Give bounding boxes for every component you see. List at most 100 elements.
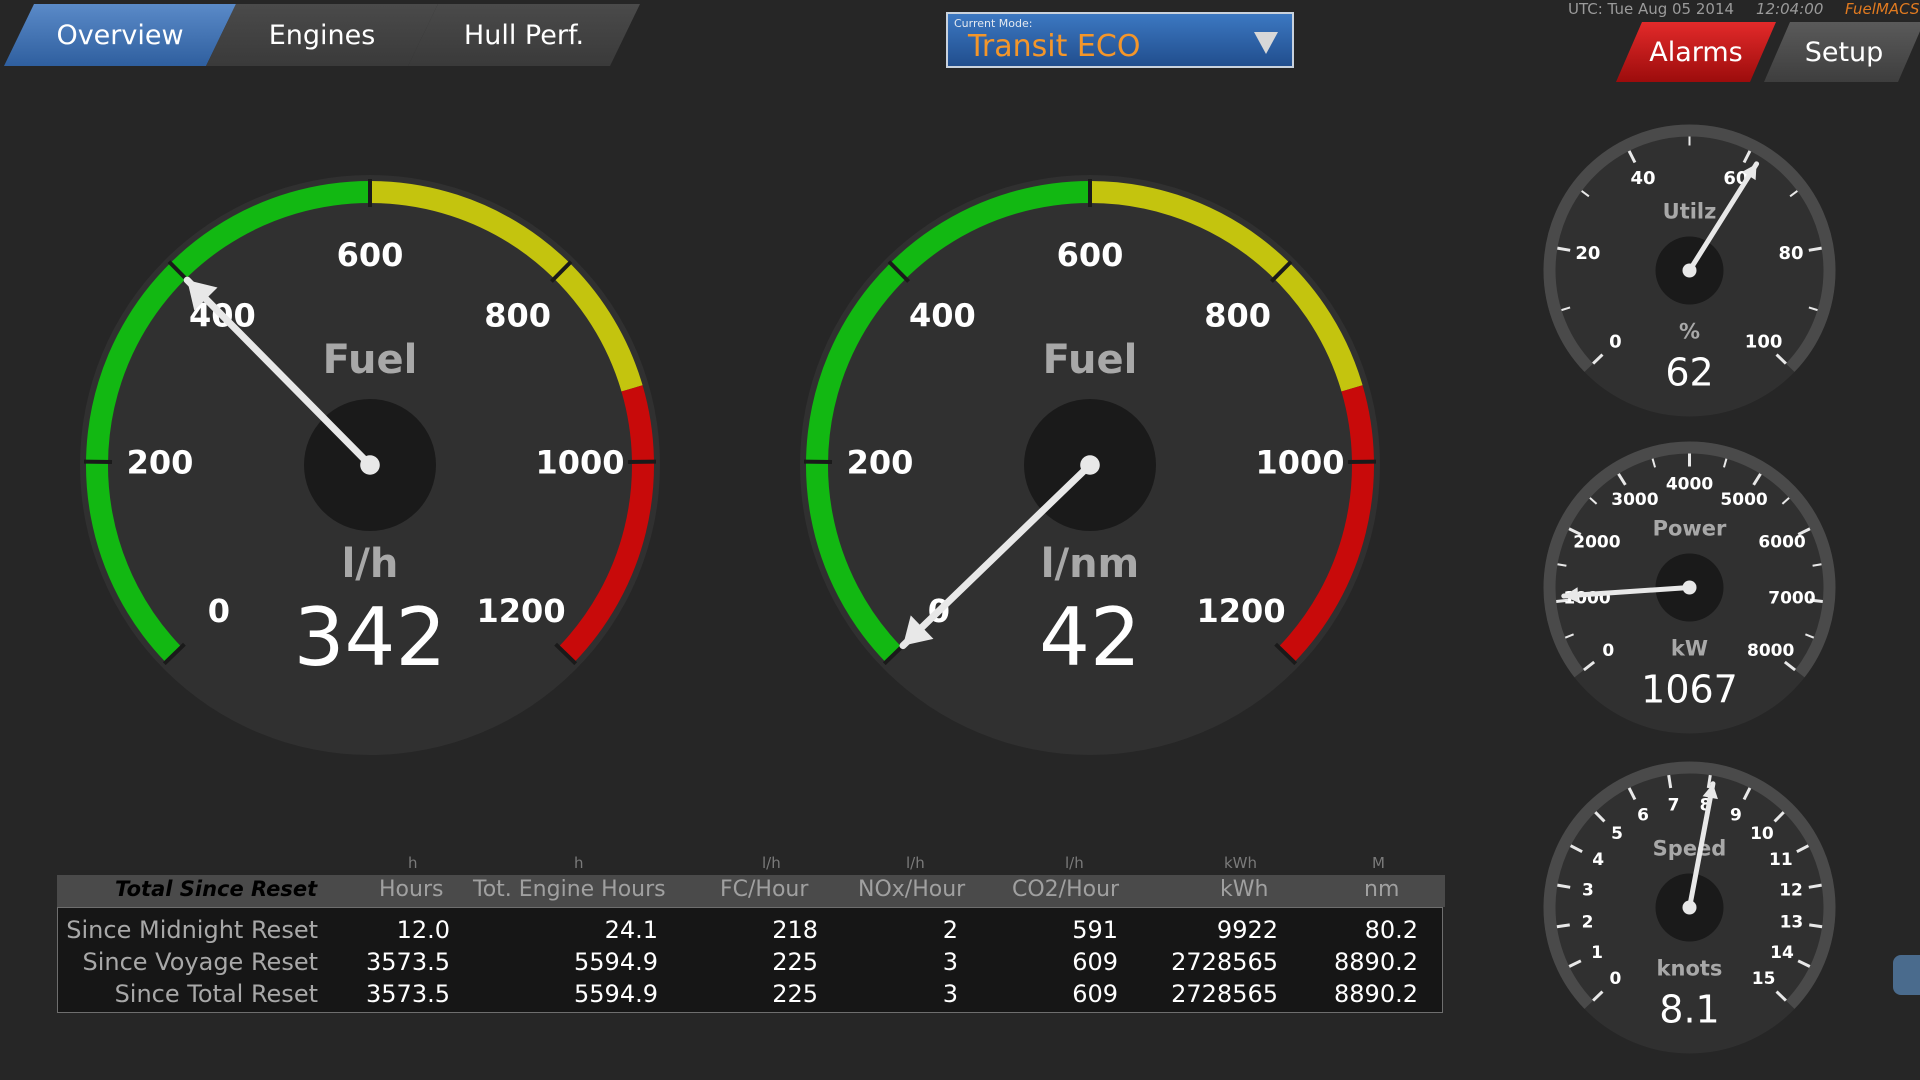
gauge-tick-label: 10 [1750, 824, 1774, 844]
current-mode-caption: Current Mode: [954, 17, 1033, 30]
totals-table-header: Total Since Reset Hours Tot. Engine Hour… [57, 875, 1445, 907]
gauge-tick-label: 600 [337, 236, 404, 274]
gauge-needle-head [187, 280, 218, 311]
gauge-minor-tick [1781, 497, 1790, 505]
gauge-band [86, 181, 371, 663]
power-gauge: 010002000300040005000600070008000PowerkW… [1543, 441, 1836, 734]
gauge-tick-label: 3000 [1611, 490, 1658, 510]
gauge-tick [1775, 990, 1787, 1002]
gauge-needle [183, 276, 374, 469]
gauge-tick [1706, 774, 1712, 789]
gauge-tick [1582, 660, 1596, 672]
gauge-tick-label: 3 [1582, 880, 1594, 900]
table-cell: 2728565 [1171, 948, 1278, 976]
table-cell: 609 [1072, 948, 1118, 976]
gauge-tick-label: 6 [1637, 806, 1649, 826]
gauge-title: Fuel [323, 337, 418, 383]
gauge-tick [1594, 811, 1606, 823]
table-cell: 3 [942, 948, 958, 976]
gauge-tick-label: 7000 [1768, 588, 1815, 608]
gauge-minor-tick [1812, 563, 1822, 567]
tab-hull-perf[interactable]: Hull Perf. [408, 4, 640, 66]
gauge-tick-label: 2000 [1573, 532, 1620, 552]
gauge-tick [1269, 260, 1293, 283]
gauge-tick-label: 14 [1770, 943, 1794, 963]
gauge-minor-tick [1722, 458, 1728, 468]
gauge-tick [1797, 959, 1811, 968]
gauge-tick-label: 100 [1745, 332, 1783, 353]
table-cell: 591 [1072, 916, 1118, 944]
gauge-title: Power [1653, 517, 1727, 541]
column-header: Hours [379, 877, 444, 902]
tab-overview[interactable]: Overview [4, 4, 236, 66]
current-mode-value: Transit ECO [968, 29, 1141, 64]
column-header: NOx/Hour [858, 877, 966, 902]
gauge-tick [1557, 883, 1571, 889]
table-cell: 2 [942, 916, 958, 944]
gauge-minor-tick [1805, 633, 1815, 639]
current-mode-select[interactable]: Current Mode: Transit ECO [946, 12, 1294, 68]
gauge-needle-head [902, 615, 934, 646]
gauge-tick [554, 642, 578, 666]
table-cell: 218 [772, 916, 818, 944]
gauge-unit: l/nm [1041, 541, 1139, 587]
gauge-tick [1783, 660, 1797, 672]
gauge-tick [1627, 150, 1637, 164]
setup-button[interactable]: Setup [1764, 22, 1920, 82]
gauge-tick [1617, 473, 1627, 486]
gauge-minor-tick [1557, 563, 1567, 567]
gauge-tick [1568, 959, 1582, 968]
table-row: Since Midnight Reset 12.0 24.1 218 2 591… [58, 916, 1442, 948]
table-title: Total Since Reset [115, 877, 318, 901]
table-cell: 2728565 [1171, 980, 1278, 1008]
gauge-tick [1775, 353, 1787, 365]
gauge-tick [1742, 787, 1752, 801]
side-panel-handle[interactable] [1893, 955, 1920, 995]
gauge-needle-pin [1682, 263, 1697, 278]
gauge-needle [1561, 585, 1692, 599]
gauge-tick-label: 20 [1575, 243, 1600, 264]
gauge-value: 42 [1039, 591, 1141, 684]
gauge-needle-pin [1080, 455, 1100, 475]
gauge-tick [1556, 923, 1570, 929]
table-cell: 3573.5 [366, 948, 450, 976]
column-header: FC/Hour [720, 877, 809, 902]
gauge-tick [1556, 598, 1570, 603]
table-cell: 225 [772, 980, 818, 1008]
gauge-tick-label: 1 [1591, 943, 1603, 963]
gauge-needle-pin [360, 455, 380, 475]
gauge-needle-head [1742, 163, 1757, 181]
row-label: Since Midnight Reset [66, 916, 318, 944]
gauge-tick-label: 400 [909, 297, 976, 335]
gauge-tick-label: 40 [1631, 168, 1656, 189]
gauge-tick-label: 0 [1609, 969, 1621, 989]
gauge-unit: l/h [342, 541, 399, 587]
gauge-value: 342 [294, 591, 447, 684]
gauge-tick [1557, 246, 1571, 252]
gauge-band [806, 181, 1091, 663]
gauge-unit: kW [1671, 637, 1708, 661]
gauge-minor-tick [1589, 497, 1598, 505]
gauge-tick [1742, 150, 1752, 164]
table-cell: 3573.5 [366, 980, 450, 1008]
table-row: Since Voyage Reset 3573.5 5594.9 225 3 6… [58, 948, 1442, 980]
tab-engines[interactable]: Engines [206, 4, 438, 66]
gauge-needle-pin [1682, 900, 1697, 915]
gauge-tick [1797, 527, 1811, 536]
gauge-tick-label: 9 [1730, 806, 1742, 826]
gauge-rim [1543, 124, 1836, 372]
alarms-button[interactable]: Alarms [1616, 22, 1776, 82]
table-cell: 80.2 [1364, 916, 1418, 944]
gauge-tick-label: 1200 [477, 592, 566, 630]
table-cell: 225 [772, 948, 818, 976]
column-header: nm [1364, 877, 1400, 902]
gauge-needle [1687, 781, 1716, 910]
gauge-tick-label: 7 [1668, 796, 1680, 816]
gauge-tick-label: 2 [1582, 912, 1594, 932]
column-header: kWh [1220, 877, 1269, 902]
table-cell: 3 [942, 980, 958, 1008]
table-row: Since Total Reset 3573.5 5594.9 225 3 60… [58, 980, 1442, 1012]
gauge-tick [1592, 990, 1604, 1002]
